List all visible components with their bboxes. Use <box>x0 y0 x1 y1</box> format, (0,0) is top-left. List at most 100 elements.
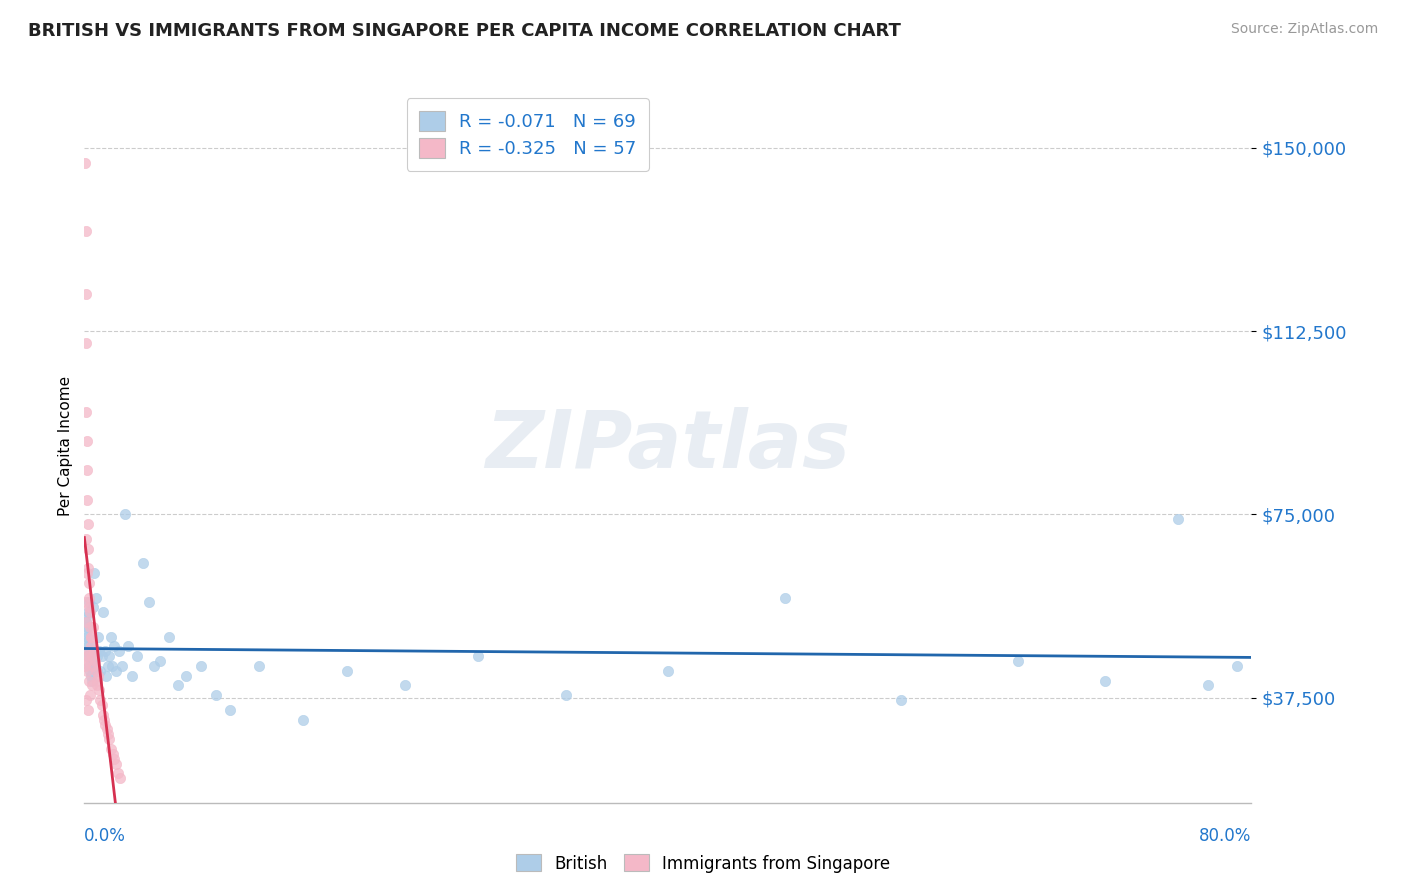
Point <box>890 693 912 707</box>
Point <box>80 669 103 683</box>
Point <box>75 624 97 639</box>
Point <box>100 742 122 756</box>
Point <box>336 664 359 678</box>
Point <box>149 654 172 668</box>
Point <box>77 659 100 673</box>
Point <box>91 707 114 722</box>
Point <box>79 649 101 664</box>
Point <box>190 659 212 673</box>
Point <box>87 644 110 658</box>
Point <box>75 336 97 351</box>
Point <box>76 654 98 668</box>
Point <box>96 669 118 683</box>
Point <box>77 640 100 654</box>
Point <box>82 600 104 615</box>
Point <box>105 756 128 771</box>
Point <box>98 732 121 747</box>
Point <box>77 541 100 556</box>
Point <box>86 664 108 678</box>
Point <box>394 678 416 692</box>
Point <box>77 575 100 590</box>
Text: 0.0%: 0.0% <box>84 827 127 846</box>
Point <box>657 664 679 678</box>
Point <box>125 649 148 664</box>
Point <box>94 717 117 731</box>
Y-axis label: Per Capita Income: Per Capita Income <box>58 376 73 516</box>
Point <box>76 620 98 634</box>
Point <box>93 713 115 727</box>
Point <box>80 630 103 644</box>
Point <box>79 664 101 678</box>
Point <box>103 640 125 654</box>
Point <box>87 669 110 683</box>
Point <box>82 678 104 692</box>
Point <box>89 693 111 707</box>
Point <box>79 620 101 634</box>
Point <box>89 683 111 698</box>
Point <box>77 591 100 605</box>
Text: Source: ZipAtlas.com: Source: ZipAtlas.com <box>1230 22 1378 37</box>
Point <box>1167 512 1189 526</box>
Point <box>80 649 103 664</box>
Point <box>76 566 98 580</box>
Point <box>773 591 796 605</box>
Point <box>79 654 101 668</box>
Point <box>292 713 315 727</box>
Point <box>1007 654 1029 668</box>
Point <box>76 434 98 449</box>
Point <box>87 630 110 644</box>
Point <box>75 644 97 658</box>
Point <box>132 557 155 571</box>
Point <box>108 772 131 786</box>
Point <box>84 664 107 678</box>
Point <box>75 595 97 609</box>
Point <box>83 654 105 668</box>
Point <box>94 644 117 658</box>
Point <box>82 620 104 634</box>
Point <box>83 644 105 658</box>
Point <box>80 640 103 654</box>
Point <box>84 659 107 673</box>
Point <box>86 678 108 692</box>
Point <box>114 508 136 522</box>
Point <box>554 688 576 702</box>
Point <box>75 287 97 301</box>
Point <box>79 605 101 619</box>
Point <box>77 605 100 619</box>
Point <box>107 766 129 780</box>
Point <box>83 644 105 658</box>
Legend: British, Immigrants from Singapore: British, Immigrants from Singapore <box>509 847 897 880</box>
Point <box>121 669 143 683</box>
Point <box>1094 673 1116 688</box>
Point <box>76 649 98 664</box>
Point <box>101 747 124 761</box>
Point <box>76 630 98 644</box>
Point <box>82 659 104 673</box>
Point <box>219 703 242 717</box>
Point <box>117 640 139 654</box>
Point <box>90 649 112 664</box>
Point <box>80 640 103 654</box>
Text: ZIPatlas: ZIPatlas <box>485 407 851 485</box>
Point <box>77 644 100 658</box>
Point <box>75 224 97 238</box>
Point <box>105 664 128 678</box>
Point <box>82 659 104 673</box>
Point <box>97 659 120 673</box>
Point <box>75 405 97 419</box>
Point <box>96 723 118 737</box>
Point <box>97 727 120 741</box>
Point <box>176 669 198 683</box>
Point <box>249 659 271 673</box>
Point <box>89 664 111 678</box>
Point <box>84 591 107 605</box>
Point <box>76 664 98 678</box>
Point <box>86 673 108 688</box>
Point <box>75 615 97 629</box>
Point <box>75 610 97 624</box>
Point <box>138 595 160 609</box>
Point <box>77 703 100 717</box>
Point <box>82 673 104 688</box>
Point <box>76 463 98 477</box>
Point <box>111 659 134 673</box>
